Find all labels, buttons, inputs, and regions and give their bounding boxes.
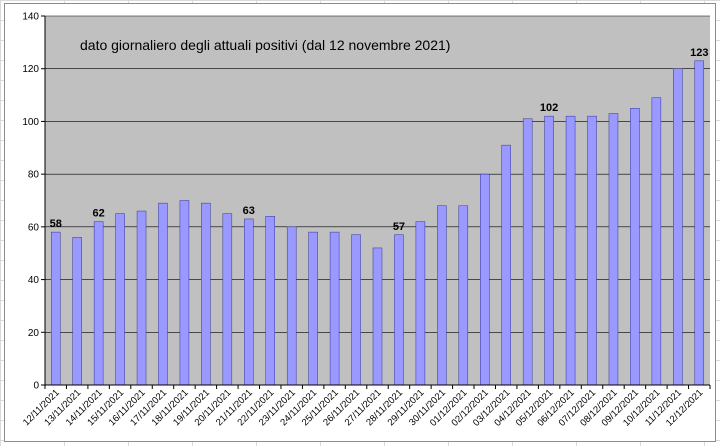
bar [201, 202, 211, 386]
y-tick-label: 140 [22, 12, 39, 23]
bar [179, 200, 190, 386]
data-labels: 58 62 63 57 102 123 [50, 47, 709, 233]
chart-title: dato giornaliero degli attuali positivi … [80, 37, 450, 53]
bar [50, 231, 61, 386]
y-tick-label: 80 [28, 170, 40, 181]
data-label: 123 [690, 47, 708, 59]
bar [372, 247, 383, 386]
bar [394, 234, 404, 386]
x-axis-tick-labels: 12/11/202113/11/202114/11/202115/11/2021… [21, 385, 711, 429]
bar [265, 216, 275, 386]
bar [544, 115, 554, 386]
bar [630, 108, 640, 386]
bar [308, 231, 318, 386]
bar [522, 118, 533, 386]
y-tick-label: 100 [22, 117, 39, 128]
bar [286, 226, 297, 386]
bar-series [50, 60, 705, 386]
y-tick-label: 40 [28, 275, 40, 286]
bar [351, 234, 361, 386]
bar [415, 221, 426, 386]
bar [222, 213, 233, 386]
bar [651, 97, 662, 386]
data-label: 58 [50, 218, 62, 230]
bar [115, 213, 125, 386]
y-tick-label: 20 [28, 328, 40, 339]
bar [72, 237, 82, 386]
bar [565, 115, 576, 386]
bar [437, 205, 447, 386]
bar [501, 144, 511, 386]
bar [587, 115, 597, 386]
bar [480, 173, 490, 386]
bar [458, 205, 469, 386]
bar [244, 218, 254, 386]
data-label: 57 [393, 221, 405, 233]
bar [673, 68, 683, 386]
y-tick-label: 60 [28, 222, 40, 233]
data-label: 62 [93, 208, 105, 220]
bar [93, 221, 104, 386]
y-axis-tick-labels: 0 20 40 60 80 100 120 140 [22, 12, 39, 392]
data-label: 63 [243, 205, 255, 217]
bar [329, 231, 340, 386]
data-label: 102 [540, 102, 558, 114]
bar [136, 210, 147, 386]
y-tick-label: 120 [22, 64, 39, 75]
bar [608, 113, 619, 386]
y-tick-label: 0 [33, 381, 39, 392]
bar [158, 202, 168, 386]
bar [694, 60, 705, 386]
